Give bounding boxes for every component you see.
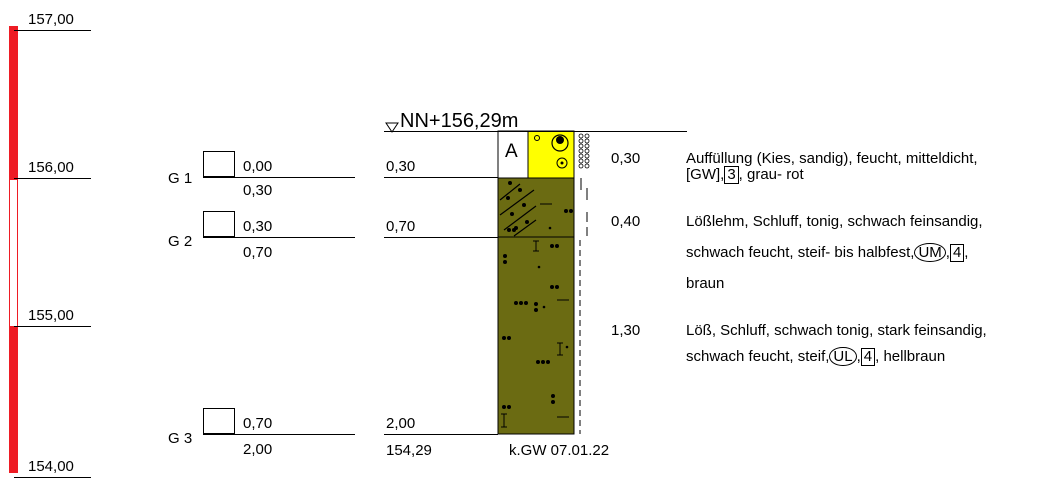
layer-description-line2: [GW], 3, grau- rot [686,166,804,184]
layer-groundwater-text: [GW], [686,166,725,183]
sample-name: G 1 [168,170,193,187]
layer-description-line3: braun [686,275,725,292]
soil-group-circle: UL [829,347,857,366]
separator: , [856,348,861,365]
layer-description-line2: schwach feucht, steif- bis halbfest, UM, 4… [686,243,968,262]
layer-consistency-text: schwach feucht, steif- bis halbfest, [686,244,915,261]
sample-name: G 3 [168,430,193,447]
scale-bar-segment-top [9,26,18,179]
loesslehm-hatch [499,183,537,237]
layer-loess [497,236,575,435]
layer-thickness: 0,40 [611,213,641,230]
layer-description-line2: schwach feucht, steif, UL, 4, hellbraun [686,347,945,366]
sample-depth-bottom: 0,30 [243,182,273,199]
gravel-symbol [551,134,569,152]
sample-depth-bottom: 2,00 [243,441,273,458]
sample-box [203,151,235,177]
depth-line [384,434,498,435]
layer-thickness: 1,30 [611,322,641,339]
gravel-column-symbols [578,133,590,169]
layer-description-line1: Löß, Schluff, schwach tonig, stark feins… [686,322,987,339]
sample-depth-bottom: 0,70 [243,244,273,261]
elevation-label: 154,00 [28,458,74,475]
groundwater-note: k.GW 07.01.22 [509,442,610,459]
separator: , [964,244,969,261]
sample-name: G 2 [168,233,193,250]
layer-consistency-text: schwach feucht, steif, [686,348,830,365]
gravel-symbol [534,135,540,141]
sample-line [203,177,355,178]
sample-line [203,237,355,238]
sample-depth-top: 0,30 [243,218,273,235]
elevation-label: 155,00 [28,307,74,324]
soil-dots [502,181,573,409]
depth-line [384,177,498,178]
depth-mark: 0,30 [386,158,416,175]
scale-bar-segment-bottom [9,327,18,473]
sample-depth-top: 0,00 [243,158,273,175]
boring-head-label: NN+156,29m [400,110,519,132]
depth-mark: 0,70 [386,218,416,235]
layer-description-line1: Auffüllung (Kies, sandig), feucht, mitte… [686,150,978,167]
layer-color-text: , hellbraun [875,348,946,365]
soil-class-box: 4 [949,244,965,262]
layer-description-line1: Lößlehm, Schluff, tonig, schwach feinsan… [686,213,983,230]
layer-color-text: , grau- rot [738,166,804,183]
sample-box [203,408,235,434]
sample-depth-top: 0,70 [243,415,273,432]
elevation-line [14,30,91,31]
elevation-line [14,178,91,179]
layer-thickness: 0,30 [611,150,641,167]
soil-group-circle: UM [914,243,946,262]
elevation-label: 157,00 [28,11,74,28]
elevation-line [14,326,91,327]
soil-class-box: 4 [860,348,876,366]
ground-level-line [384,131,687,132]
layer-fill-white [497,130,529,179]
soil-class-box: 3 [724,166,739,184]
gravel-symbol [556,136,564,144]
fill-marker: A [505,141,518,162]
sample-box [203,211,235,237]
consistency-marks [580,178,588,236]
water-level-triangle-icon [385,122,399,133]
separator: , [945,244,950,261]
soil-dashes [501,203,569,428]
scale-bar-segment-middle [9,179,18,327]
elevation-line [14,477,91,478]
base-elevation: 154,29 [386,442,432,459]
sample-line [203,434,355,435]
gravel-symbol [560,161,564,165]
depth-line [384,237,498,238]
elevation-label: 156,00 [28,159,74,176]
depth-mark: 2,00 [386,415,416,432]
gravel-symbol [556,157,568,169]
